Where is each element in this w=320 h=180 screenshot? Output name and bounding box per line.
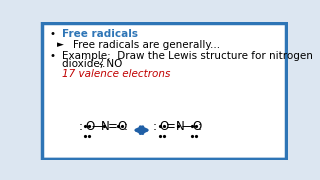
Text: N: N: [176, 120, 184, 133]
Text: 17 valence electrons: 17 valence electrons: [62, 69, 170, 79]
Text: ►: ►: [57, 40, 64, 49]
Text: 2: 2: [98, 58, 103, 67]
Text: O: O: [192, 120, 201, 133]
Text: —: —: [91, 120, 103, 133]
Text: =: =: [108, 120, 117, 133]
Text: :: :: [153, 120, 157, 133]
Text: O: O: [85, 120, 94, 133]
Text: dioxide, NO: dioxide, NO: [62, 59, 122, 69]
Text: .: .: [102, 59, 105, 69]
Text: •: •: [49, 29, 55, 39]
Text: :: :: [79, 120, 83, 133]
Text: —: —: [182, 120, 194, 133]
Text: :: :: [124, 120, 128, 133]
Text: Free radicals are generally...: Free radicals are generally...: [73, 40, 220, 50]
Text: Example:  Draw the Lewis structure for nitrogen: Example: Draw the Lewis structure for ni…: [62, 51, 313, 61]
Text: :: :: [198, 120, 202, 133]
Text: N: N: [101, 120, 110, 133]
FancyBboxPatch shape: [43, 25, 285, 157]
Text: =: =: [165, 120, 175, 133]
Text: Free radicals: Free radicals: [62, 29, 138, 39]
Text: O: O: [117, 120, 127, 133]
Text: O: O: [159, 120, 169, 133]
Text: •: •: [49, 51, 55, 61]
